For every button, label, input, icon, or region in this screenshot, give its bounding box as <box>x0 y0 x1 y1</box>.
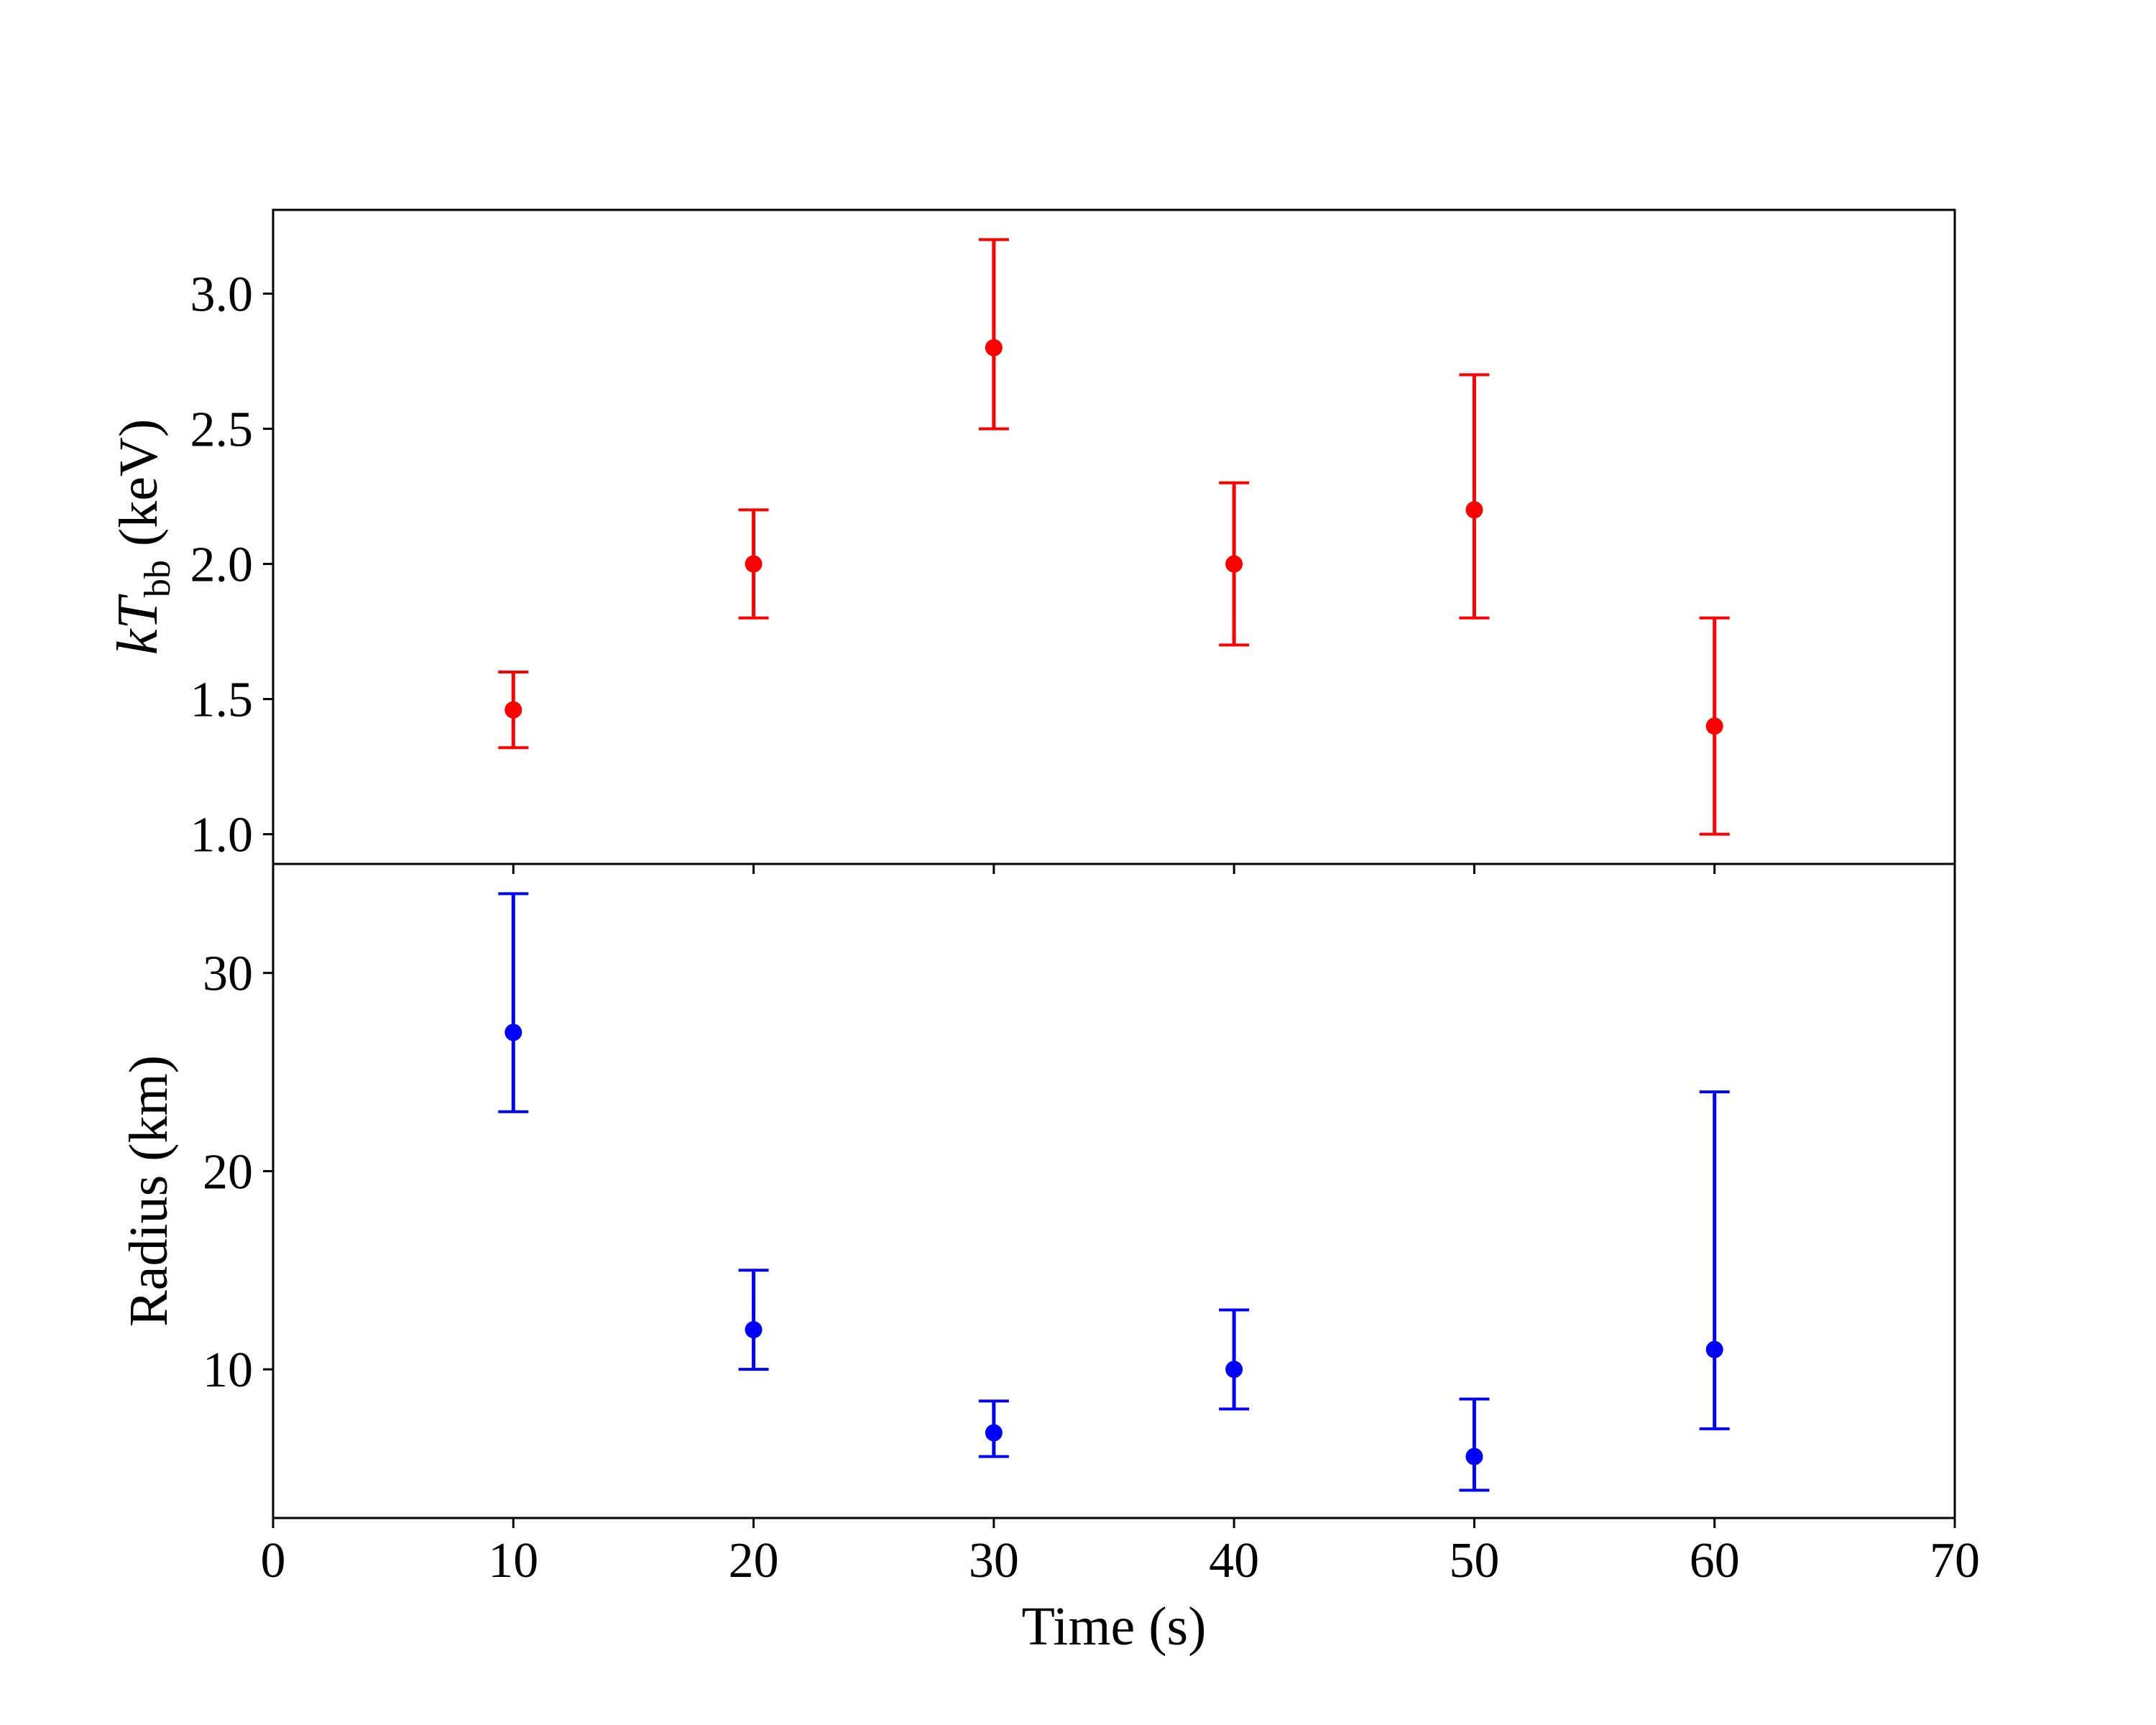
data-point <box>1225 1361 1243 1379</box>
data-point <box>1465 1448 1483 1466</box>
data-point <box>1705 717 1723 735</box>
x-axis-label: Time (s) <box>1022 1596 1207 1657</box>
data-point <box>505 1024 522 1041</box>
bottom-y-ticks: 10 20 30 <box>203 947 273 1398</box>
data-point <box>745 555 763 573</box>
top-errorbar-point <box>1219 481 1250 647</box>
x-tick-label: 20 <box>729 1533 779 1588</box>
bottom-y-tick-label: 30 <box>203 947 253 1002</box>
x-tick-label: 60 <box>1690 1533 1740 1588</box>
top-y-tick-label: 1.0 <box>190 808 254 863</box>
bottom-errorbar-point <box>1699 1090 1730 1430</box>
bottom-data-marks <box>498 892 1730 1492</box>
bottom-plot-frame <box>272 862 1956 1519</box>
data-point <box>985 339 1003 356</box>
data-point <box>985 1424 1003 1442</box>
top-data-marks <box>498 238 1730 836</box>
top-errorbar-point <box>498 671 529 750</box>
bottom-errorbar-point <box>1219 1308 1250 1411</box>
top-y-axis-label-subscript: bb <box>137 560 178 597</box>
x-tick-label: 0 <box>261 1533 286 1588</box>
x-tick-label: 30 <box>969 1533 1019 1588</box>
data-point <box>1465 501 1483 519</box>
top-y-tick-label: 1.5 <box>190 673 254 728</box>
top-y-axis-label-unit: (keV) <box>109 419 169 560</box>
top-errorbar-point <box>1699 616 1730 836</box>
bottom-panel: 10 20 30 0 10 20 30 40 50 60 70 Radius (km) Time … <box>119 862 1980 1657</box>
top-errorbar-point <box>1459 373 1490 620</box>
x-tick-label: 10 <box>488 1533 538 1588</box>
x-tick-label: 50 <box>1449 1533 1499 1588</box>
top-errorbar-point <box>738 508 769 620</box>
bottom-y-axis-label: Radius (km) <box>119 1055 179 1327</box>
bottom-errorbar-point <box>498 892 529 1113</box>
top-y-tick-label: 2.0 <box>190 538 254 593</box>
bottom-errorbar-point <box>1459 1397 1490 1492</box>
bottom-errorbar-point <box>738 1269 769 1371</box>
x-tick-label: 70 <box>1930 1533 1980 1588</box>
top-y-ticks: 1.0 1.5 2.0 2.5 3.0 <box>190 267 273 863</box>
top-panel: 1.0 1.5 2.0 2.5 3.0 kTbb (keV) <box>106 208 1956 874</box>
top-y-axis-label-main: kT <box>106 594 170 656</box>
bottom-errorbar-point <box>978 1399 1009 1458</box>
top-plot-frame <box>272 208 1956 865</box>
top-x-ticks <box>272 864 1956 874</box>
x-tick-label: 40 <box>1209 1533 1259 1588</box>
top-y-tick-label: 3.0 <box>190 267 254 323</box>
data-point <box>745 1321 763 1339</box>
top-errorbar-point <box>978 238 1009 431</box>
top-y-axis-label: kTbb (keV) <box>106 419 178 655</box>
data-point <box>1705 1340 1723 1358</box>
data-point <box>1225 555 1243 573</box>
bottom-y-tick-label: 20 <box>203 1144 253 1200</box>
top-y-tick-label: 2.5 <box>190 402 254 458</box>
bottom-y-tick-label: 10 <box>203 1343 253 1398</box>
bottom-x-ticks: 0 10 20 30 40 50 60 70 <box>261 1518 1980 1588</box>
data-point <box>505 701 522 719</box>
